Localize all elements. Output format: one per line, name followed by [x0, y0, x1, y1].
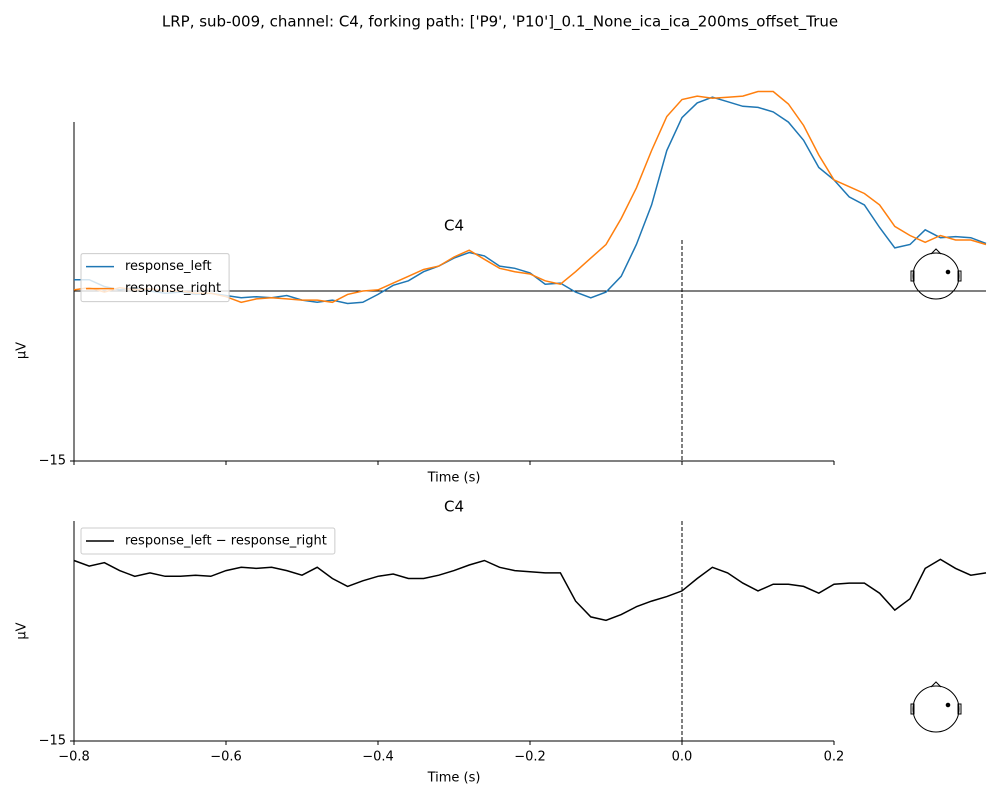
- y-tick-label: −15: [39, 454, 66, 469]
- figure-title: LRP, sub-009, channel: C4, forking path:…: [162, 13, 838, 32]
- x-axis-label: Time (s): [427, 471, 481, 486]
- legend: response_left response_right: [80, 253, 230, 303]
- y-axis-label: µV: [15, 622, 30, 639]
- legend-label: response_left: [125, 259, 212, 274]
- y-tick-label: −15: [39, 734, 66, 749]
- head-icon: [910, 248, 962, 300]
- x-tick-label: 0.2: [824, 750, 845, 765]
- legend-frame: [80, 527, 336, 555]
- legend-frame: [80, 253, 230, 303]
- legend-label: response_right: [125, 281, 221, 296]
- x-tick-label: −0.2: [514, 750, 546, 765]
- x-tick-label: −0.8: [58, 750, 90, 765]
- axis-title: C4: [444, 498, 464, 516]
- legend: response_left − response_right: [80, 527, 336, 555]
- head-icon: [910, 681, 962, 733]
- x-axis-label: Time (s): [427, 771, 481, 786]
- series-line: [73, 558, 987, 622]
- x-tick-label: 0.0: [672, 750, 693, 765]
- legend-label: response_left − response_right: [125, 534, 327, 549]
- axis-title: C4: [444, 217, 464, 235]
- y-axis-label: µV: [15, 342, 30, 359]
- x-tick-label: −0.6: [210, 750, 242, 765]
- x-tick-label: −0.4: [362, 750, 394, 765]
